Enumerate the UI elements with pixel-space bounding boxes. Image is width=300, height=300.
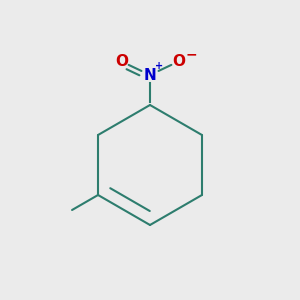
Text: −: − bbox=[185, 47, 197, 61]
Text: O: O bbox=[172, 54, 185, 69]
Text: O: O bbox=[115, 54, 128, 69]
Text: N: N bbox=[144, 68, 156, 82]
Text: +: + bbox=[155, 61, 163, 71]
